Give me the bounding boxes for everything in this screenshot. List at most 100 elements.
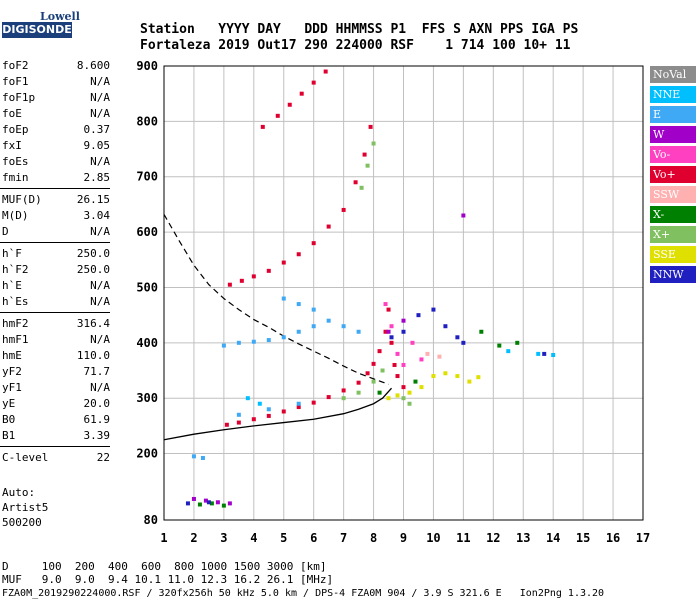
point-w (191, 496, 196, 501)
y-tick-label: 900 (136, 59, 158, 73)
param-value: N/A (90, 381, 110, 394)
point-sse (455, 374, 460, 379)
param-row-hmf2: hmF2 316.4 (2, 316, 110, 332)
point-nnw (401, 329, 406, 334)
legend-item-nne: NNE (650, 86, 696, 103)
param-separator (0, 312, 110, 313)
y-tick-label: 800 (136, 114, 158, 128)
param-row-foes: foEs N/A (2, 154, 110, 170)
param-value: 22 (96, 451, 110, 464)
y-tick-label: 400 (136, 336, 158, 350)
point-vo- (392, 362, 397, 367)
x-tick-label: 13 (516, 531, 530, 545)
param-value: N/A (90, 279, 110, 292)
param-name: h`E (2, 279, 22, 292)
param-name: foF1p (2, 91, 36, 104)
point-x- (356, 390, 361, 395)
lowell-logo-text: Lowell (40, 10, 80, 23)
param-row-m-d-: M(D) 3.04 (2, 208, 110, 224)
point-x- (197, 502, 202, 507)
point-sse (419, 385, 424, 390)
param-row-muf-d-: MUF(D) 26.15 (2, 192, 110, 208)
point-e (191, 454, 196, 459)
param-value: 9.05 (83, 139, 111, 152)
param-value: 3.04 (83, 209, 111, 222)
point-x- (365, 163, 370, 168)
point-nnw (443, 324, 448, 329)
param-row-b0: B0 61.9 (2, 412, 110, 428)
y-tick-label: 500 (136, 280, 158, 294)
param-separator (0, 242, 110, 243)
point-vo- (389, 324, 394, 329)
point-vo- (410, 340, 415, 345)
point-vo- (266, 268, 271, 273)
point-vo- (224, 422, 229, 427)
point-vo- (311, 241, 316, 246)
point-vo- (275, 113, 280, 118)
param-row-foep: foEp 0.37 (2, 122, 110, 138)
param-name: D (2, 225, 9, 238)
point-sse (476, 375, 481, 380)
param-row-fmin: fmin 2.85 (2, 170, 110, 186)
param-row-fxi: fxI 9.05 (2, 138, 110, 154)
x-tick-label: 15 (576, 531, 590, 545)
point-w (215, 500, 220, 505)
point-vo- (296, 252, 301, 257)
param-value: 2.85 (83, 171, 111, 184)
point-vo- (287, 102, 292, 107)
legend-item-noval: NoVal (650, 66, 696, 83)
x-tick-label: 11 (456, 531, 470, 545)
param-value: N/A (90, 107, 110, 120)
point-vo- (386, 307, 391, 312)
point-e (251, 339, 256, 344)
x-tick-label: 14 (546, 531, 560, 545)
param-name: foF2 (2, 59, 29, 72)
param-name: hmF2 (2, 317, 29, 330)
point-ssw (425, 351, 430, 356)
x-tick-label: 4 (250, 531, 257, 545)
point-vo- (266, 413, 271, 418)
legend-item-x-: X+ (650, 226, 696, 243)
point-w (227, 501, 232, 506)
param-value: 3.39 (83, 429, 111, 442)
param-row-fof1: foF1 N/A (2, 74, 110, 90)
x-tick-label: 1 (160, 531, 167, 545)
x-tick-label: 12 (486, 531, 500, 545)
auto-artist: Artist5 (2, 501, 49, 514)
digisonde-logo: DIGISONDE (2, 22, 72, 38)
param-name: hmE (2, 349, 22, 362)
y-tick-label: 80 (144, 513, 158, 527)
param-value: N/A (90, 155, 110, 168)
point-vo- (299, 91, 304, 96)
point-vo- (368, 124, 373, 129)
point-sse (395, 393, 400, 398)
param-row-h-f: h`F 250.0 (2, 246, 110, 262)
param-value: 110.0 (76, 349, 110, 362)
x-tick-label: 3 (220, 531, 227, 545)
header-line-2: Fortaleza 2019 Out17 290 224000 RSF 1 71… (140, 38, 571, 53)
param-value: N/A (90, 75, 110, 88)
param-value: 316.4 (76, 317, 110, 330)
param-value: 250.0 (76, 263, 110, 276)
point-e (236, 340, 241, 345)
x-tick-label: 17 (636, 531, 650, 545)
param-row-h-f2: h`F2 250.0 (2, 262, 110, 278)
point-x- (497, 343, 502, 348)
point-vo- (323, 69, 328, 74)
param-row-d: D N/A (2, 224, 110, 240)
point-nnw (416, 313, 421, 318)
point-x- (221, 503, 226, 508)
point-vo- (362, 152, 367, 157)
param-value: 0.37 (83, 123, 111, 136)
x-tick-label: 5 (280, 531, 287, 545)
param-value: N/A (90, 333, 110, 346)
point-vo- (281, 409, 286, 414)
x-tick-label: 6 (310, 531, 317, 545)
param-name: M(D) (2, 209, 29, 222)
point-vo- (395, 374, 400, 379)
point-ssw (437, 354, 442, 359)
point-e (221, 343, 226, 348)
point-vo- (377, 349, 382, 354)
point-x- (341, 396, 346, 401)
point-vo- (326, 224, 331, 229)
